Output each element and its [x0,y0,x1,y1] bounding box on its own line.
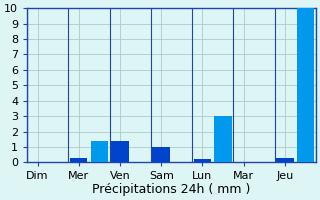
Bar [297,8,314,162]
Bar [70,158,87,162]
Bar [276,158,294,162]
Bar [214,116,232,162]
Bar [152,147,170,162]
X-axis label: Précipitations 24h ( mm ): Précipitations 24h ( mm ) [92,183,251,196]
Bar [91,141,108,162]
Bar [111,141,129,162]
Bar [194,159,211,162]
